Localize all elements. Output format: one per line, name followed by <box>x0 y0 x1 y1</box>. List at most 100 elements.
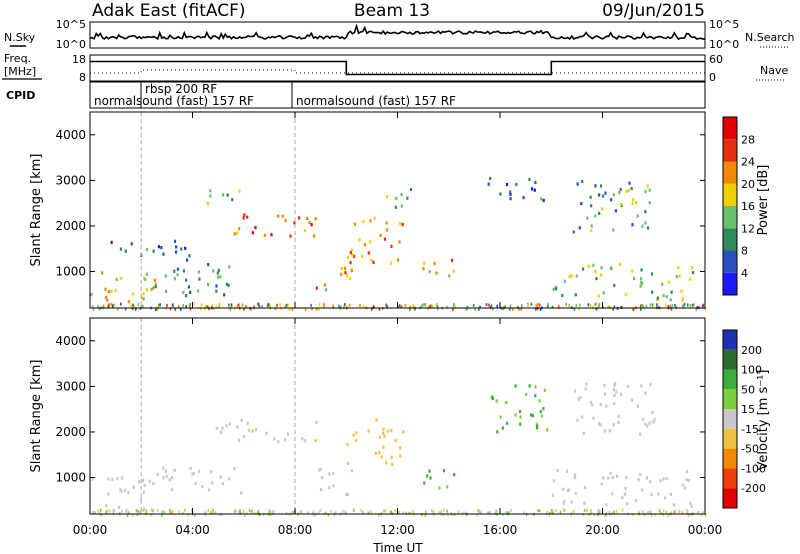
echo-cell <box>479 305 481 309</box>
echo-cell <box>420 304 423 308</box>
echo-cell <box>349 261 352 265</box>
echo-cell <box>325 511 327 515</box>
velocity-scale-tick: -50 <box>741 443 759 456</box>
echo-cell <box>688 277 692 281</box>
echo-cell <box>390 244 393 248</box>
echo-cell <box>596 307 599 311</box>
echo-cell <box>348 303 351 307</box>
echo-cell <box>631 201 634 205</box>
echo-cell <box>542 198 545 203</box>
velocity-scale-tick: 200 <box>741 344 762 357</box>
echo-cell <box>652 305 654 309</box>
echo-cell <box>362 305 365 309</box>
echo-cell <box>399 446 402 450</box>
cpid-mode-1: normalsound (fast) 157 RF <box>94 94 254 108</box>
echo-cell <box>681 511 684 515</box>
echo-cell <box>583 508 586 512</box>
echo-cell <box>189 466 192 470</box>
echo-cell <box>435 303 438 307</box>
echo-cell <box>547 302 549 306</box>
echo-cell <box>689 501 692 505</box>
echo-cell <box>106 298 109 302</box>
echo-cell <box>517 305 519 309</box>
echo-cell <box>318 302 321 306</box>
echo-cell <box>595 276 598 281</box>
echo-cell <box>672 503 676 507</box>
colorbar-segment <box>723 349 737 370</box>
echo-cell <box>588 513 591 517</box>
echo-cell <box>243 513 246 517</box>
echo-cell <box>641 417 645 421</box>
echo-cell <box>552 479 556 483</box>
echo-cell <box>574 293 577 297</box>
echo-cell <box>221 193 225 197</box>
echo-cell <box>209 194 212 198</box>
echo-cell <box>678 510 680 514</box>
echo-cell <box>607 476 610 480</box>
colorbar-segment <box>723 206 737 229</box>
x-tick-label: 08:00 <box>278 523 313 537</box>
echo-cell <box>641 488 644 492</box>
echo-cell <box>251 429 254 433</box>
echo-cell <box>323 302 325 306</box>
echo-cell <box>559 510 562 514</box>
echo-cell <box>623 492 626 496</box>
echo-cell <box>530 302 533 306</box>
echo-cell <box>563 499 566 504</box>
echo-cell <box>274 307 277 311</box>
echo-cell <box>574 491 577 496</box>
echo-cell <box>367 511 370 515</box>
echo-cell <box>409 307 411 311</box>
echo-cell <box>587 264 590 268</box>
echo-cell <box>572 230 575 234</box>
echo-cell <box>98 307 101 311</box>
echo-cell <box>540 414 544 418</box>
echo-cell <box>531 414 535 418</box>
echo-cell <box>228 265 231 269</box>
echo-cell <box>204 511 207 515</box>
echo-cell <box>241 303 244 307</box>
echo-cell <box>289 234 292 238</box>
echo-cell <box>154 282 158 286</box>
echo-cell <box>164 511 166 515</box>
echo-cell <box>107 305 110 309</box>
echo-cell <box>424 513 426 517</box>
echo-cell <box>360 508 362 512</box>
echo-cell <box>173 277 176 281</box>
echo-cell <box>352 433 355 437</box>
echo-cell <box>509 190 512 194</box>
echo-cell <box>644 391 647 395</box>
echo-cell <box>233 232 236 236</box>
echo-cell <box>287 303 289 307</box>
echo-cell <box>348 276 352 280</box>
echo-cell <box>340 272 343 277</box>
echo-cell <box>217 268 220 272</box>
echo-cell <box>220 430 223 434</box>
echo-cell <box>258 305 261 309</box>
echo-cell <box>395 196 398 201</box>
echo-cell <box>538 509 541 513</box>
echo-cell <box>169 307 172 311</box>
echo-cell <box>546 304 549 308</box>
echo-cell <box>370 510 372 514</box>
echo-cell <box>385 303 388 307</box>
echo-cell <box>617 420 620 425</box>
echo-cell <box>662 294 665 298</box>
colorbar-segment <box>723 250 737 273</box>
echo-cell <box>150 287 153 291</box>
power-scale-tick: 24 <box>741 156 755 169</box>
echo-cell <box>143 276 146 280</box>
echo-cell <box>609 471 612 475</box>
echo-cell <box>589 195 592 199</box>
echo-cell <box>101 271 104 275</box>
echo-cell <box>552 511 554 515</box>
echo-cell <box>551 305 554 309</box>
echo-cell <box>443 513 445 517</box>
echo-cell <box>382 427 385 431</box>
echo-cell <box>644 189 647 194</box>
echo-cell <box>612 422 615 427</box>
echo-cell <box>667 280 671 284</box>
echo-cell <box>251 231 254 235</box>
echo-cell <box>185 305 187 309</box>
echo-cell <box>236 304 239 308</box>
